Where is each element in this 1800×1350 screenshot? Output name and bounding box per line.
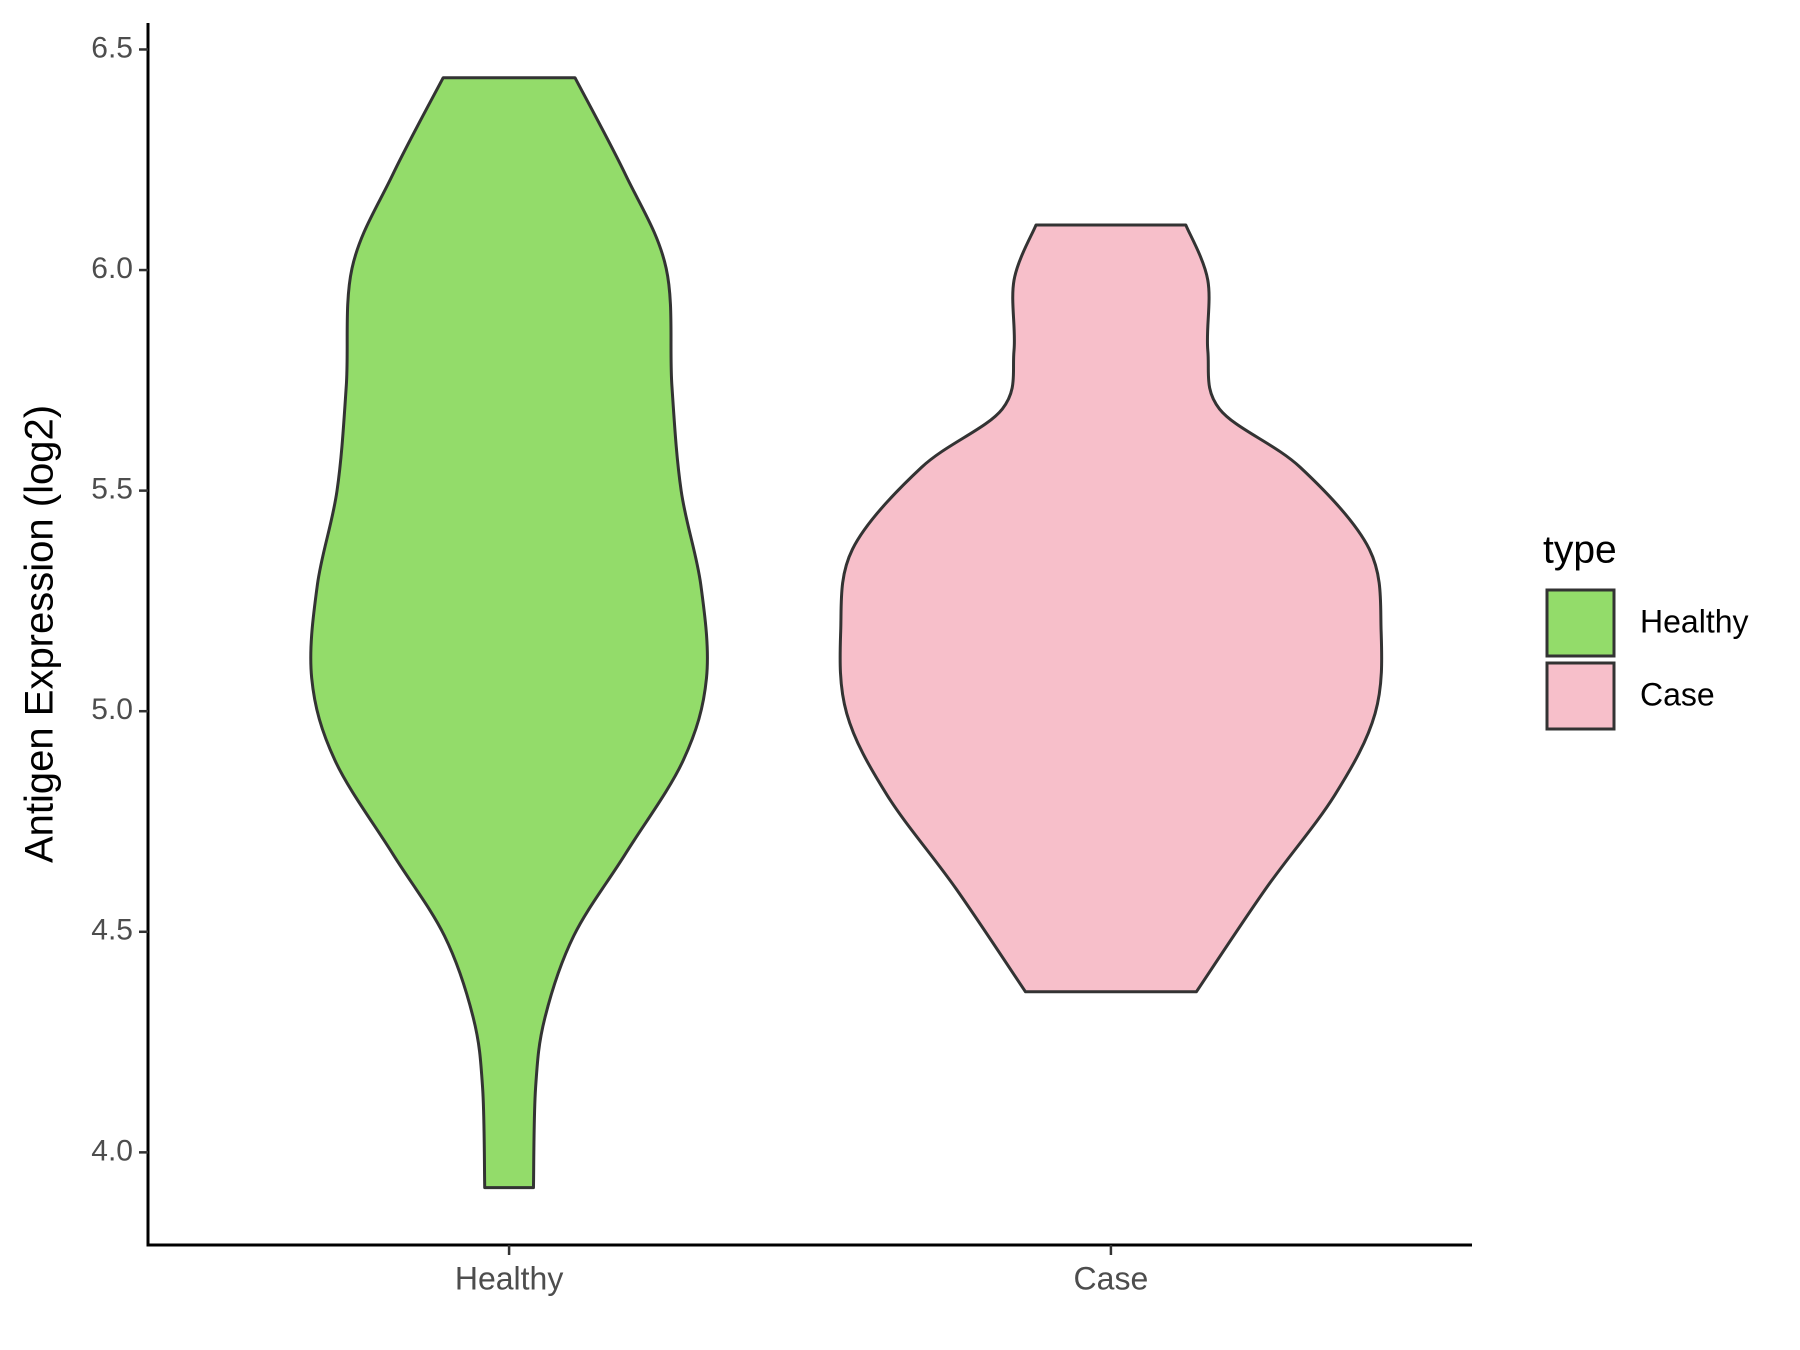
y-tick-label: 6.5 — [91, 31, 133, 64]
y-axis-title: Antigen Expression (log2) — [18, 405, 62, 863]
x-tick-label: Healthy — [455, 1260, 564, 1296]
violin — [309, 76, 709, 1190]
y-tick-label: 5.5 — [91, 473, 133, 506]
violin — [838, 223, 1384, 994]
legend-key — [1545, 661, 1616, 731]
y-tick-label: 5.0 — [91, 693, 133, 726]
legend-label: Healthy — [1640, 603, 1749, 639]
legend-title: type — [1543, 528, 1617, 571]
y-tick-label: 6.0 — [91, 252, 133, 285]
x-tick-label: Case — [1074, 1260, 1149, 1296]
legend-key — [1545, 588, 1616, 658]
y-tick-label: 4.5 — [91, 914, 133, 947]
y-tick-label: 4.0 — [91, 1134, 133, 1167]
legend-label: Case — [1640, 676, 1715, 712]
